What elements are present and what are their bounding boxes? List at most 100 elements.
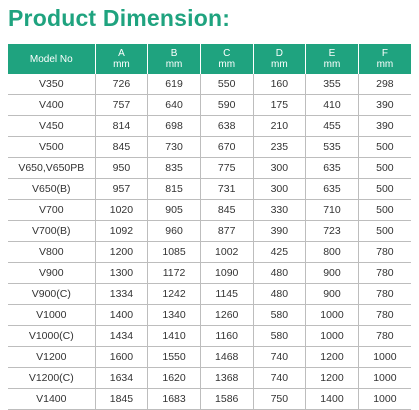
dimension-cell: 500 — [358, 220, 411, 242]
dimension-cell: 800 — [305, 241, 359, 263]
dimension-cell: 1200 — [305, 346, 359, 368]
dimension-cell: 740 — [253, 367, 307, 389]
dimension-cell: 1845 — [95, 388, 149, 410]
dimension-cell: 1600 — [95, 346, 149, 368]
column-header-unit: mm — [271, 59, 288, 70]
model-cell: V900(C) — [8, 283, 96, 305]
column-header-unit: mm — [218, 59, 236, 70]
dimension-cell: 410 — [305, 94, 359, 116]
table-row: V1000 1400 1340 1260 580 1000 780 — [8, 304, 411, 326]
model-cell: V1000(C) — [8, 325, 96, 347]
dimension-cell: 1260 — [200, 304, 254, 326]
dimension-cell: 1085 — [147, 241, 201, 263]
dimension-cell: 905 — [147, 199, 201, 221]
table-row: V1400 1845 1683 1586 750 1400 1000 — [8, 388, 411, 410]
table-body: V350 726 619 550 160 355 298 V400 757 640 590 175 41… — [8, 74, 411, 410]
dimension-cell: 1468 — [200, 346, 254, 368]
dimension-cell: 160 — [253, 74, 307, 95]
column-header-unit: mm — [113, 59, 130, 70]
dimension-cell: 640 — [147, 94, 201, 116]
table-row: V900 1300 1172 1090 480 900 780 — [8, 262, 411, 284]
table-row: V400 757 640 590 175 410 390 — [8, 94, 411, 116]
dimension-cell: 1410 — [147, 325, 201, 347]
dimension-cell: 740 — [253, 346, 307, 368]
dimension-cell: 1200 — [305, 367, 359, 389]
dimension-cell: 1145 — [200, 283, 254, 305]
table-row: V450 814 698 638 210 455 390 — [8, 115, 411, 137]
model-cell: V800 — [8, 241, 96, 263]
table-row: V1200 1600 1550 1468 740 1200 1000 — [8, 346, 411, 368]
column-header-label: A — [118, 48, 125, 59]
dimension-cell: 726 — [95, 74, 149, 95]
dimension-cell: 175 — [253, 94, 307, 116]
dimension-cell: 1550 — [147, 346, 201, 368]
column-header-model-no: Model No — [8, 44, 96, 74]
dimension-cell: 710 — [305, 199, 359, 221]
dimension-cell: 480 — [253, 262, 307, 284]
dimension-cell: 425 — [253, 241, 307, 263]
dimension-cell: 1340 — [147, 304, 201, 326]
model-cell: V450 — [8, 115, 96, 137]
column-header-unit: mm — [376, 59, 394, 70]
dimension-cell: 780 — [358, 325, 411, 347]
dimension-cell: 877 — [200, 220, 254, 242]
dimension-cell: 1020 — [95, 199, 149, 221]
dimension-cell: 845 — [200, 199, 254, 221]
dimension-cell: 210 — [253, 115, 307, 137]
page-title: Product Dimension: — [8, 5, 231, 31]
table-row: V650,V650PB 950 835 775 300 635 500 — [8, 157, 411, 179]
dimension-cell: 757 — [95, 94, 149, 116]
table-row: V800 1200 1085 1002 425 800 780 — [8, 241, 411, 263]
table-row: V700(B) 1092 960 877 390 723 500 — [8, 220, 411, 242]
dimension-cell: 1000 — [305, 304, 359, 326]
dimension-cell: 1400 — [95, 304, 149, 326]
table-row: V650(B) 957 815 731 300 635 500 — [8, 178, 411, 200]
dimension-cell: 1434 — [95, 325, 149, 347]
dimension-cell: 550 — [200, 74, 254, 95]
dimension-cell: 731 — [200, 178, 254, 200]
dimension-cell: 1334 — [95, 283, 149, 305]
dimension-cell: 455 — [305, 115, 359, 137]
dimension-cell: 1586 — [200, 388, 254, 410]
dimension-cell: 1368 — [200, 367, 254, 389]
dimension-cell: 1090 — [200, 262, 254, 284]
dimension-cell: 500 — [358, 136, 411, 158]
dimension-cell: 1620 — [147, 367, 201, 389]
dimension-cell: 580 — [253, 325, 307, 347]
model-cell: V900 — [8, 262, 96, 284]
table-row: V350 726 619 550 160 355 298 — [8, 74, 411, 95]
dimension-cell: 1002 — [200, 241, 254, 263]
dimension-cell: 1000 — [358, 388, 411, 410]
dimension-cell: 780 — [358, 262, 411, 284]
column-header-label: E — [328, 48, 336, 59]
table-row: V1200(C) 1634 1620 1368 740 1200 1000 — [8, 367, 411, 389]
dimension-cell: 500 — [358, 199, 411, 221]
dimension-cell: 670 — [200, 136, 254, 158]
dimension-cell: 1160 — [200, 325, 254, 347]
dimension-cell: 300 — [253, 157, 307, 179]
column-header-label: D — [275, 48, 283, 59]
model-cell: V650(B) — [8, 178, 96, 200]
dimension-cell: 698 — [147, 115, 201, 137]
dimension-cell: 1683 — [147, 388, 201, 410]
table-row: V700 1020 905 845 330 710 500 — [8, 199, 411, 221]
dimension-cell: 235 — [253, 136, 307, 158]
model-cell: V700(B) — [8, 220, 96, 242]
dimension-cell: 1092 — [95, 220, 149, 242]
model-cell: V350 — [8, 74, 96, 95]
column-header-label: F — [381, 48, 388, 59]
column-header-label: Model No — [29, 53, 73, 65]
dimension-cell: 635 — [305, 157, 359, 179]
model-cell: V500 — [8, 136, 96, 158]
column-header-label: C — [223, 48, 231, 59]
dimension-cell: 1634 — [95, 367, 149, 389]
dimension-cell: 1400 — [305, 388, 359, 410]
dimension-cell: 730 — [147, 136, 201, 158]
dimension-cell: 900 — [305, 283, 359, 305]
model-cell: V1200(C) — [8, 367, 96, 389]
